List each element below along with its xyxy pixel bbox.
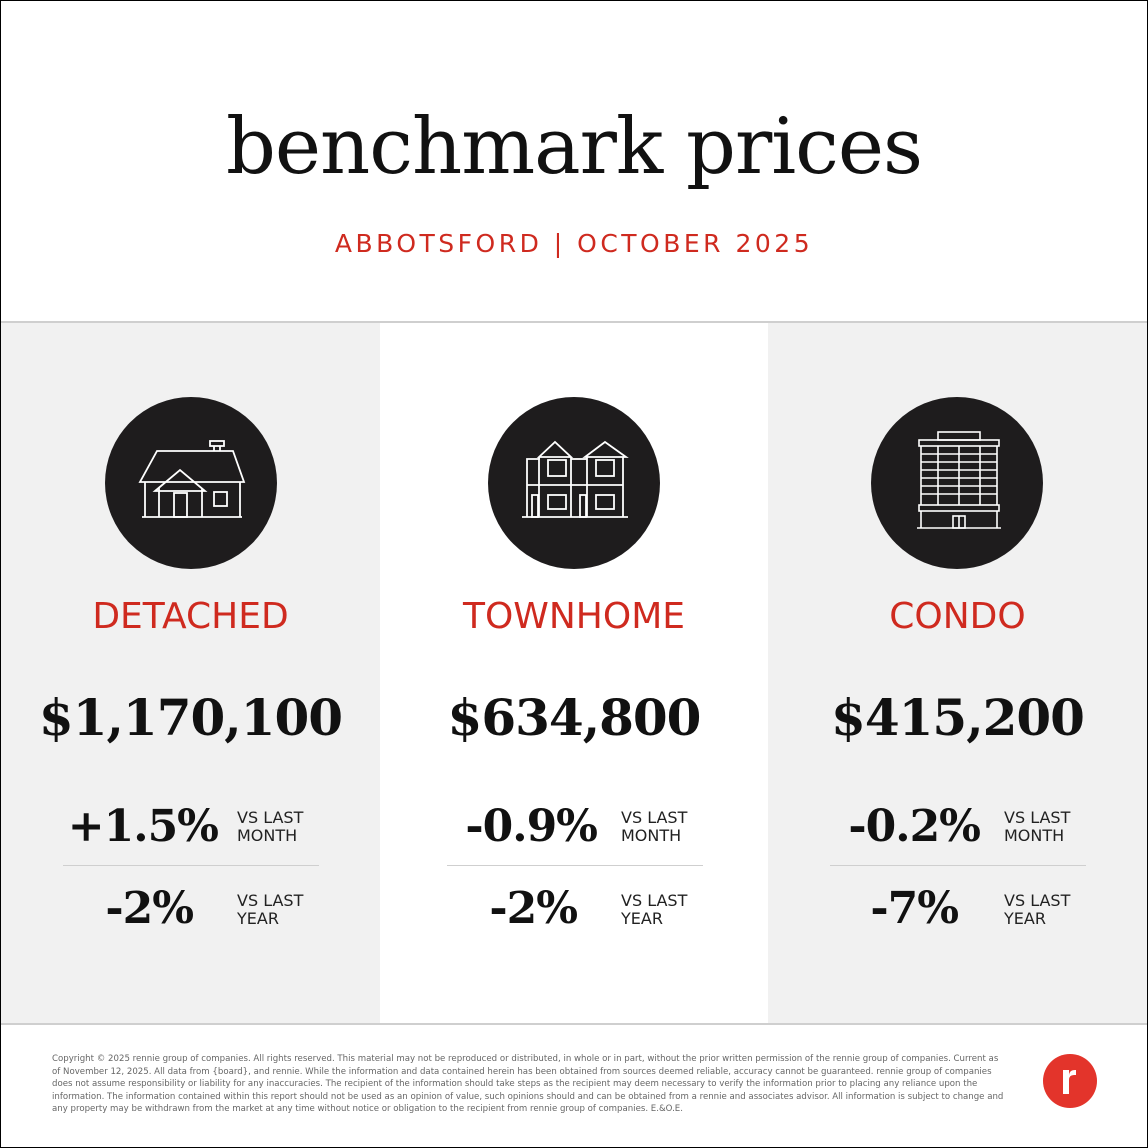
month-change-row: +1.5% bbox=[18, 797, 219, 857]
year-change-row: -7% bbox=[758, 879, 959, 939]
stat-divider bbox=[447, 865, 703, 866]
year-change-row: -2% bbox=[377, 879, 578, 939]
benchmark-price: $634,800 bbox=[447, 688, 702, 747]
column-detached: DETACHED $1,170,100 +1.5% VS LAST MONTH … bbox=[1, 323, 380, 1023]
month-change-value: +1.5% bbox=[67, 801, 219, 852]
type-label: DETACHED bbox=[92, 596, 289, 637]
year-change-label: VS LAST YEAR bbox=[621, 891, 688, 928]
page-title: benchmark prices bbox=[225, 102, 923, 192]
month-change-label: VS LAST MONTH bbox=[621, 808, 688, 845]
type-label: CONDO bbox=[889, 596, 1026, 637]
month-change-row: -0.9% bbox=[397, 797, 598, 857]
year-change-value: -7% bbox=[870, 883, 959, 934]
benchmark-price: $1,170,100 bbox=[38, 688, 343, 747]
header-divider bbox=[1, 321, 1147, 323]
condo-building-icon bbox=[871, 397, 1043, 569]
type-label: TOWNHOME bbox=[462, 596, 686, 637]
benchmark-price: $415,200 bbox=[831, 688, 1085, 747]
stat-divider bbox=[63, 865, 319, 866]
year-change-value: -2% bbox=[105, 883, 194, 934]
month-change-label: VS LAST MONTH bbox=[237, 808, 304, 845]
copyright-disclaimer: Copyright © 2025 rennie group of compani… bbox=[52, 1054, 1004, 1114]
detached-house-icon bbox=[105, 397, 277, 569]
month-change-label: VS LAST MONTH bbox=[1004, 808, 1071, 845]
column-condo: CONDO $415,200 -0.2% VS LAST MONTH -7% V… bbox=[768, 323, 1147, 1023]
page-subtitle: ABBOTSFORD | OCTOBER 2025 bbox=[334, 229, 814, 258]
year-change-row: -2% bbox=[1, 879, 194, 939]
year-change-label: VS LAST YEAR bbox=[237, 891, 304, 928]
townhome-icon bbox=[488, 397, 660, 569]
stat-divider bbox=[830, 865, 1086, 866]
column-townhome: TOWNHOME $634,800 -0.9% VS LAST MONTH -2… bbox=[380, 323, 768, 1023]
rennie-logo-icon bbox=[1043, 1054, 1097, 1108]
month-change-value: -0.2% bbox=[848, 801, 981, 852]
footer: Copyright © 2025 rennie group of compani… bbox=[1, 1025, 1147, 1147]
year-change-label: VS LAST YEAR bbox=[1004, 891, 1071, 928]
footer-divider bbox=[1, 1023, 1147, 1025]
month-change-value: -0.9% bbox=[465, 801, 598, 852]
month-change-row: -0.2% bbox=[780, 797, 981, 857]
header: benchmark prices ABBOTSFORD | OCTOBER 20… bbox=[1, 1, 1147, 321]
year-change-value: -2% bbox=[489, 883, 578, 934]
property-type-columns: DETACHED $1,170,100 +1.5% VS LAST MONTH … bbox=[1, 323, 1147, 1023]
